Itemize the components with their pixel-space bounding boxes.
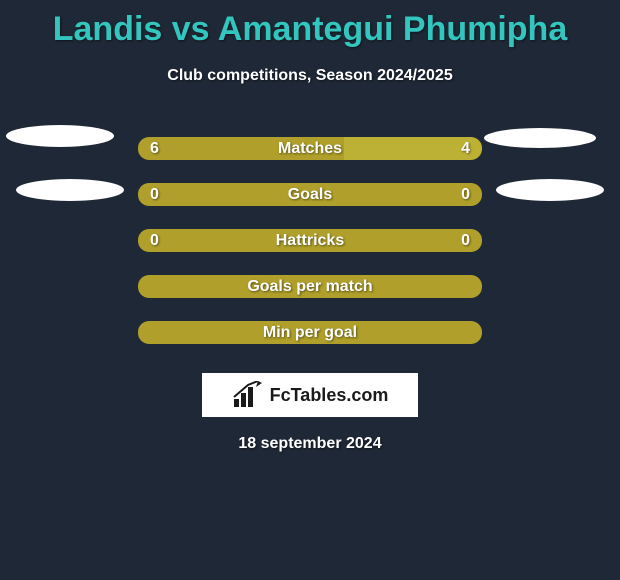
date-text: 18 september 2024 — [0, 435, 620, 453]
decorative-ellipse — [484, 128, 596, 148]
chart-icon — [232, 381, 264, 409]
logo-text: FcTables.com — [270, 385, 389, 406]
stat-rows: 64Matches 00Goals 00Hattricks Goals per mat… — [0, 125, 620, 355]
stat-bar: 64Matches — [138, 137, 482, 160]
stat-bar: Min per goal — [138, 321, 482, 344]
decorative-ellipse — [16, 179, 124, 201]
stat-label: Goals — [138, 183, 482, 206]
stat-bar: 00Goals — [138, 183, 482, 206]
stat-label: Hattricks — [138, 229, 482, 252]
stat-bar: Goals per match — [138, 275, 482, 298]
page-title: Landis vs Amantegui Phumipha — [0, 0, 620, 49]
decorative-ellipse — [496, 179, 604, 201]
stat-label: Goals per match — [138, 275, 482, 298]
stat-bar: 00Hattricks — [138, 229, 482, 252]
stat-row: 00Hattricks — [0, 217, 620, 263]
page-subtitle: Club competitions, Season 2024/2025 — [0, 67, 620, 85]
stat-row: Goals per match — [0, 263, 620, 309]
stat-label: Matches — [138, 137, 482, 160]
decorative-ellipse — [6, 125, 114, 147]
stat-row: Min per goal — [0, 309, 620, 355]
stat-label: Min per goal — [138, 321, 482, 344]
logo-box[interactable]: FcTables.com — [202, 373, 418, 417]
